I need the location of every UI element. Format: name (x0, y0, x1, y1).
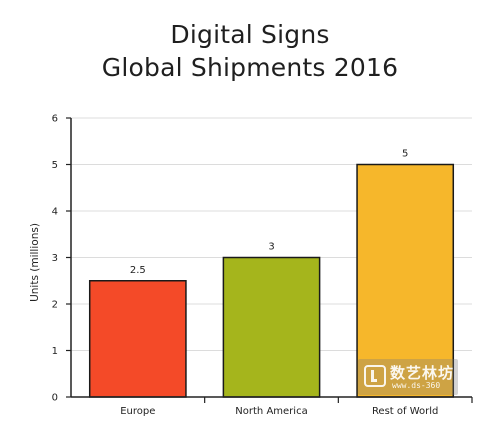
y-tick-label-2: 2 (52, 300, 58, 311)
y-tick-label-1: 1 (52, 346, 58, 357)
x-tick-label-north-america: North America (235, 406, 307, 417)
label-layer: 0 1 2 3 4 5 6 2.5 Europe 3 North America 5 Rest of W… (52, 114, 439, 418)
y-tick-label-6: 6 (52, 114, 58, 125)
watermark-mark-icon (364, 365, 386, 387)
axis-layer (66, 117, 473, 403)
y-tick-label-5: 5 (52, 160, 58, 171)
data-label-north-america: 3 (268, 242, 274, 253)
bar-layer (88, 163, 455, 398)
y-axis-title: Units (millions) (29, 223, 41, 302)
chart-title-line-1: Digital Signs (170, 20, 330, 49)
watermark-url: www.ds-360 (392, 381, 441, 390)
x-tick-label-europe: Europe (120, 406, 155, 417)
bar-north-america (222, 256, 321, 398)
watermark-text: 数艺林坊 (390, 364, 455, 382)
chart-title-line-2: Global Shipments 2016 (101, 53, 399, 82)
chart-title: Digital Signs Global Shipments 2016 (0, 18, 500, 84)
y-tick-label-0: 0 (52, 393, 58, 404)
y-tick-label-3: 3 (52, 253, 58, 264)
data-label-rest-of-world: 5 (402, 149, 408, 160)
data-label-europe: 2.5 (130, 265, 146, 276)
y-tick-label-4: 4 (52, 207, 58, 218)
bar-europe (88, 280, 187, 398)
bar-rest-of-world (356, 163, 455, 398)
watermark-logo: 数艺林坊 www.ds-360 (358, 359, 458, 395)
x-tick-label-rest-of-world: Rest of World (372, 406, 438, 417)
